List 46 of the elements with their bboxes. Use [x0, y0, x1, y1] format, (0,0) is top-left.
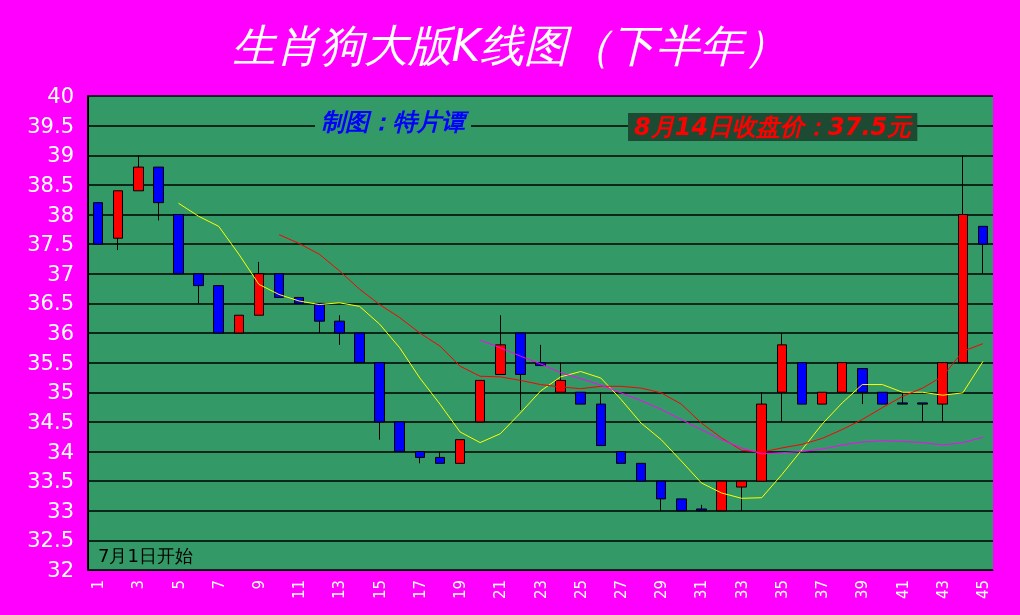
x-tick-label: 5 — [169, 580, 188, 590]
y-tick-label: 34.5 — [27, 409, 74, 434]
x-tick-label: 13 — [330, 580, 349, 600]
x-tick-label: 9 — [249, 580, 268, 590]
x-tick-label: 11 — [290, 580, 309, 600]
y-tick-label: 38.5 — [27, 172, 74, 197]
x-tick-label: 35 — [772, 580, 791, 600]
x-tick-label: 39 — [853, 580, 872, 600]
y-tick-label: 32 — [47, 558, 74, 582]
x-tick-label: 31 — [692, 580, 711, 600]
x-tick-label: 15 — [370, 580, 389, 600]
chart-title: 生肖狗大版K线图（下半年） — [231, 19, 789, 71]
x-tick-label: 43 — [933, 580, 952, 600]
x-tick-label: 17 — [410, 580, 429, 600]
y-tick-label: 39.5 — [27, 113, 74, 138]
line-series — [178, 202, 984, 499]
y-tick-label: 32.5 — [27, 528, 74, 553]
y-tick-label: 40 — [47, 84, 74, 108]
x-tick-label: 1 — [89, 580, 108, 590]
x-tick-label: 33 — [732, 580, 751, 600]
x-tick-label: 23 — [531, 580, 550, 600]
x-tick-label: 27 — [611, 580, 630, 600]
y-tick-label: 33 — [47, 498, 74, 523]
y-tick-label: 35.5 — [27, 350, 74, 375]
annotation: 7月1日开始 — [98, 544, 193, 566]
y-tick-label: 35 — [47, 380, 74, 405]
y-tick-label: 34 — [47, 439, 74, 464]
x-tick-label: 29 — [652, 580, 671, 600]
x-tick-label: 37 — [813, 580, 832, 600]
y-tick-label: 36 — [47, 321, 74, 345]
x-tick-label: 21 — [491, 580, 510, 600]
line-series — [479, 339, 984, 455]
y-tick-label: 37.5 — [27, 232, 74, 257]
y-tick-label: 38 — [47, 202, 74, 227]
y-tick-label: 36.5 — [27, 291, 74, 316]
y-tick-label: 39 — [47, 143, 74, 168]
x-tick-label: 41 — [893, 580, 912, 600]
annotation: 制图：特片谭 — [321, 108, 470, 136]
x-tick-label: 3 — [129, 580, 148, 590]
x-tick-label: 7 — [209, 580, 228, 590]
x-tick-label: 25 — [571, 580, 590, 600]
y-tick-label: 33.5 — [27, 469, 74, 494]
annotation: 8月14日收盘价：37.5元 — [634, 113, 915, 141]
x-tick-label: 19 — [451, 580, 470, 600]
y-tick-label: 37 — [47, 261, 74, 286]
x-tick-label: 45 — [973, 580, 992, 600]
